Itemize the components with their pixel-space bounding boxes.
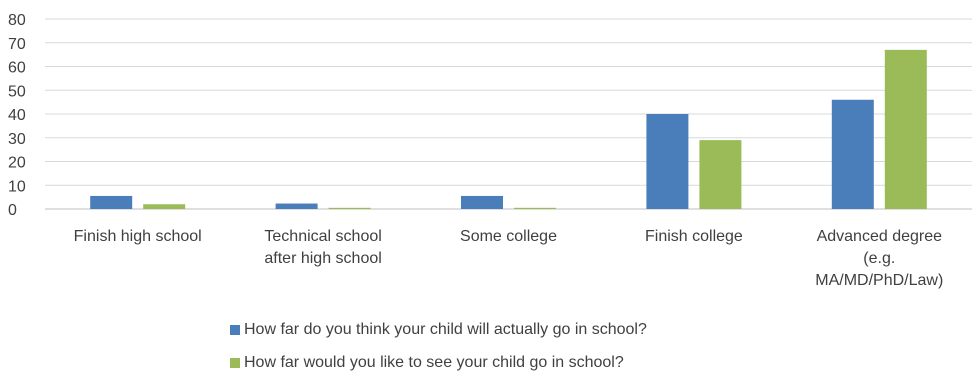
bar-desired-2 [514, 207, 556, 209]
bar-desired-1 [328, 207, 371, 209]
bar-actual-1 [275, 203, 318, 209]
gridlines [45, 18, 972, 210]
bar-desired-0 [143, 204, 186, 209]
y-tick-label: 50 [8, 83, 26, 100]
bar-chart: 0 10 20 30 40 50 60 70 80 Finish high school Tech… [8, 12, 972, 289]
x-axis-labels: Finish high school Technical school after … [74, 228, 944, 289]
y-axis-ticks: 0 10 20 30 40 50 60 70 80 [8, 12, 26, 219]
y-tick-label: 80 [8, 12, 26, 29]
y-tick-label: 60 [8, 60, 26, 77]
legend-swatch-actual [230, 325, 240, 335]
x-category-label: Technical school [264, 228, 381, 245]
x-category-label: after high school [264, 250, 381, 267]
y-tick-label: 10 [8, 178, 26, 195]
x-category-label: Advanced degree [817, 228, 943, 245]
x-category-label: MA/MD/PhD/Law) [815, 272, 943, 289]
bar-actual-0 [90, 195, 133, 209]
y-tick-label: 70 [8, 36, 26, 53]
legend-item-actual: How far do you think your child will act… [230, 321, 647, 339]
x-category-label: (e.g. [863, 250, 895, 267]
y-tick-label: 30 [8, 131, 26, 148]
x-category-label: Finish college [645, 228, 743, 245]
bar-actual-3 [646, 114, 689, 209]
x-category-label: Finish high school [74, 228, 202, 245]
x-category-label: Some college [460, 228, 557, 245]
y-tick-label: 40 [8, 107, 26, 124]
legend-swatch-desired [230, 358, 240, 368]
legend-label-actual: How far do you think your child will act… [244, 321, 647, 338]
legend-item-desired: How far would you like to see your child… [230, 354, 624, 372]
y-tick-label: 20 [8, 155, 26, 172]
bar-actual-4 [831, 99, 874, 209]
bar-desired-4 [884, 49, 927, 209]
bar-actual-2 [461, 195, 503, 209]
bars [90, 49, 927, 209]
bar-desired-3 [699, 140, 742, 209]
y-tick-label: 0 [8, 202, 17, 219]
legend-label-desired: How far would you like to see your child… [244, 354, 624, 371]
